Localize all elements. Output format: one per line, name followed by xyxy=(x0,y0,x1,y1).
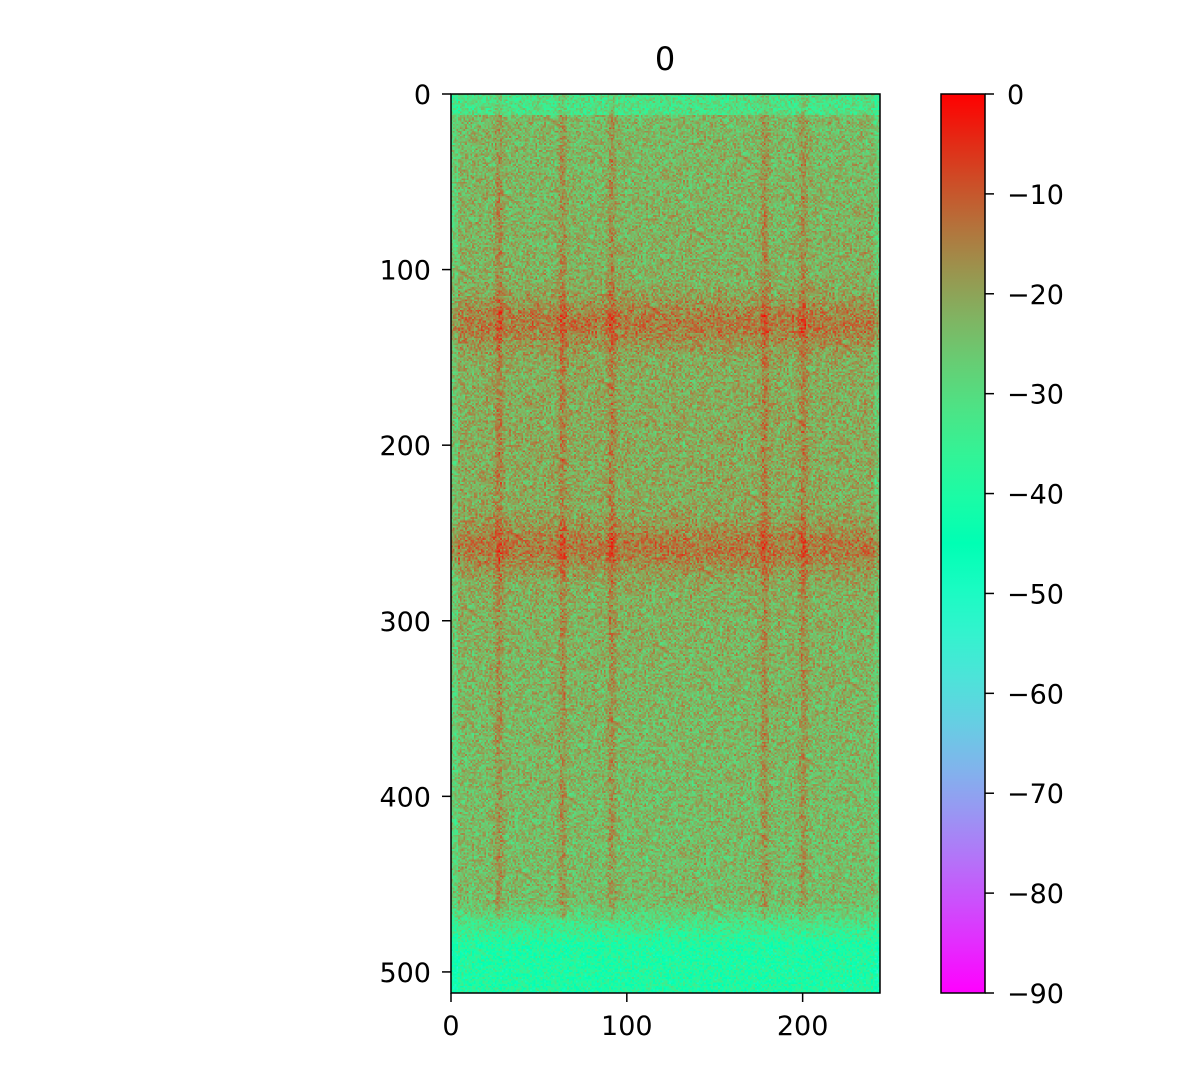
colorbar-tick-label: −20 xyxy=(1007,280,1064,311)
plot-frame xyxy=(450,93,881,994)
colorbar-frame xyxy=(940,93,986,994)
x-tick-label: 0 xyxy=(442,1011,459,1042)
colorbar-tick-label: −10 xyxy=(1007,180,1064,211)
y-tick-label: 100 xyxy=(379,256,431,287)
colorbar-gradient xyxy=(941,94,985,993)
heatmap-area xyxy=(450,93,881,994)
x-axis: 0 100 200 xyxy=(442,993,828,1042)
y-tick-label: 500 xyxy=(379,958,431,989)
y-axis: 0 100 200 300 400 500 xyxy=(379,80,451,989)
colorbar-tick-label: −70 xyxy=(1007,779,1064,810)
colorbar-tick-label: −60 xyxy=(1007,679,1064,710)
x-tick-label: 100 xyxy=(601,1011,653,1042)
colorbar-tick-label: −30 xyxy=(1007,380,1064,411)
chart-title: 0 xyxy=(655,40,675,78)
colorbar-tick-label: −40 xyxy=(1007,480,1064,511)
colorbar-tick-label: −80 xyxy=(1007,879,1064,910)
colorbar: 0 −10 −20 −30 −40 −50 −60 −70 −80 −90 xyxy=(940,80,1064,1010)
colorbar-tick-label: −90 xyxy=(1007,979,1064,1010)
y-tick-label: 200 xyxy=(379,431,431,462)
colorbar-ticks: 0 −10 −20 −30 −40 −50 −60 −70 −80 −90 xyxy=(985,80,1064,1010)
colorbar-tick-label: −50 xyxy=(1007,579,1064,610)
x-tick-label: 200 xyxy=(777,1011,829,1042)
y-tick-label: 0 xyxy=(414,80,431,111)
heatmap-image xyxy=(451,94,880,993)
y-tick-label: 300 xyxy=(379,607,431,638)
colorbar-tick-label: 0 xyxy=(1007,80,1024,111)
y-tick-label: 400 xyxy=(379,782,431,813)
